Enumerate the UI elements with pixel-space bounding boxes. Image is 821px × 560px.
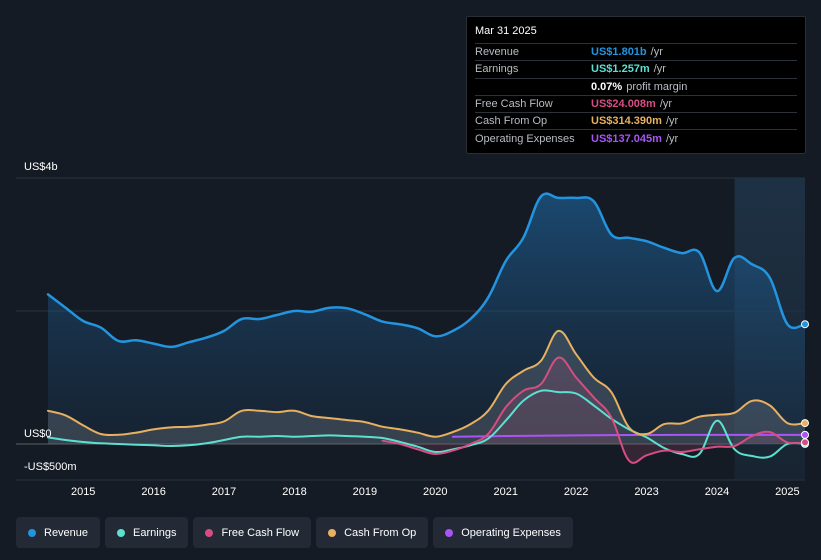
tooltip-row-value: US$314.390m (591, 115, 662, 128)
legend-label: Revenue (44, 526, 89, 539)
opex-end-marker (801, 430, 809, 439)
tooltip-row-unit: /yr (665, 115, 679, 128)
tooltip-row-unit: /yr (659, 98, 673, 111)
x-tick-label: 2019 (353, 486, 377, 498)
x-tick-label: 2016 (141, 486, 165, 498)
legend-label: Earnings (133, 526, 177, 539)
x-tick-label: 2021 (493, 486, 517, 498)
legend-item-operating-expenses[interactable]: Operating Expenses (433, 517, 573, 548)
legend-dot-icon (205, 528, 214, 537)
tooltip-row-unit: /yr (665, 132, 679, 145)
tooltip-row: Revenue US$1.801b/yr (475, 43, 797, 60)
tooltip-row: Earnings US$1.257m/yr (475, 60, 797, 77)
fcf-end-marker (801, 438, 809, 447)
revenue-line (46, 192, 807, 349)
legend-dot-icon (28, 528, 36, 537)
tooltip-row-label: Cash From Op (475, 115, 548, 128)
legend-item-free-cash-flow[interactable]: Free Cash Flow (193, 517, 312, 548)
revenue-area (48, 193, 805, 444)
cash-from-op-area (48, 330, 805, 444)
data-tooltip: Mar 31 2025 Revenue US$1.801b/yr Earnings U… (466, 16, 806, 154)
series-lines (46, 192, 807, 464)
tooltip-row-label: Free Cash Flow (475, 98, 553, 111)
tooltip-row-label: Operating Expenses (475, 132, 575, 145)
tooltip-date: Mar 31 2025 (475, 25, 537, 37)
legend-dot-icon (445, 528, 454, 537)
cfo-line (47, 329, 806, 438)
x-tick-label: 2020 (423, 486, 447, 498)
cfo-end-marker (801, 419, 809, 428)
legend-item-revenue[interactable]: Revenue (16, 517, 101, 548)
tooltip-row-value: US$1.801b (591, 46, 647, 59)
tooltip-row-value: 0.07% (591, 80, 623, 93)
tooltip-row-value: US$24.008m (591, 98, 656, 111)
legend-dot-icon (328, 528, 337, 537)
y-axis-zero-label: US$0 (24, 428, 52, 440)
tooltip-row-unit: profit margin (626, 80, 688, 93)
tooltip-row-unit: /yr (653, 63, 666, 76)
x-tick-label: 2015 (71, 486, 95, 498)
tooltip-row-value: US$137.045m (591, 132, 662, 145)
series-areas (48, 193, 805, 463)
tooltip-row: Free Cash Flow US$24.008m/yr (475, 94, 797, 112)
tooltip-row: Cash From Op US$314.390m/yr (475, 112, 797, 129)
legend-label: Cash From Op (344, 526, 417, 539)
x-tick-label: 2023 (634, 486, 658, 498)
legend-dot-icon (117, 528, 126, 537)
tooltip-row-label: Earnings (475, 63, 519, 76)
y-axis-top-label: US$4b (24, 161, 58, 173)
legend-label: Operating Expenses (461, 526, 561, 539)
chart-legend: Revenue Earnings Free Cash Flow Cash From O… (16, 517, 573, 548)
fcf-line (381, 356, 806, 464)
legend-item-earnings[interactable]: Earnings (105, 517, 189, 548)
legend-item-cash-from-op[interactable]: Cash From Op (316, 517, 429, 548)
axis-labels: US$4b US$0 -US$500m (24, 161, 77, 473)
tooltip-row: 0.07% profit margin (475, 77, 797, 95)
x-tick-label: 2018 (282, 486, 306, 498)
x-tick-label: 2025 (775, 486, 799, 498)
tooltip-row-unit: /yr (650, 46, 663, 59)
x-axis-ticks: 2015 2016 2017 2018 2019 2020 2021 2022 2023 2024… (71, 486, 800, 498)
x-tick-label: 2017 (212, 486, 236, 498)
tooltip-row: Operating Expenses US$137.045m/yr (475, 129, 797, 146)
earnings-line (47, 389, 806, 459)
series-end-markers (801, 320, 809, 448)
x-tick-label: 2022 (564, 486, 588, 498)
legend-label: Free Cash Flow (221, 526, 300, 539)
x-tick-label: 2024 (705, 486, 729, 498)
tooltip-row-value: US$1.257m (591, 63, 650, 76)
y-axis-bottom-label: -US$500m (24, 461, 77, 473)
tooltip-row-label: Revenue (475, 46, 520, 59)
revenue-end-marker (801, 320, 809, 329)
